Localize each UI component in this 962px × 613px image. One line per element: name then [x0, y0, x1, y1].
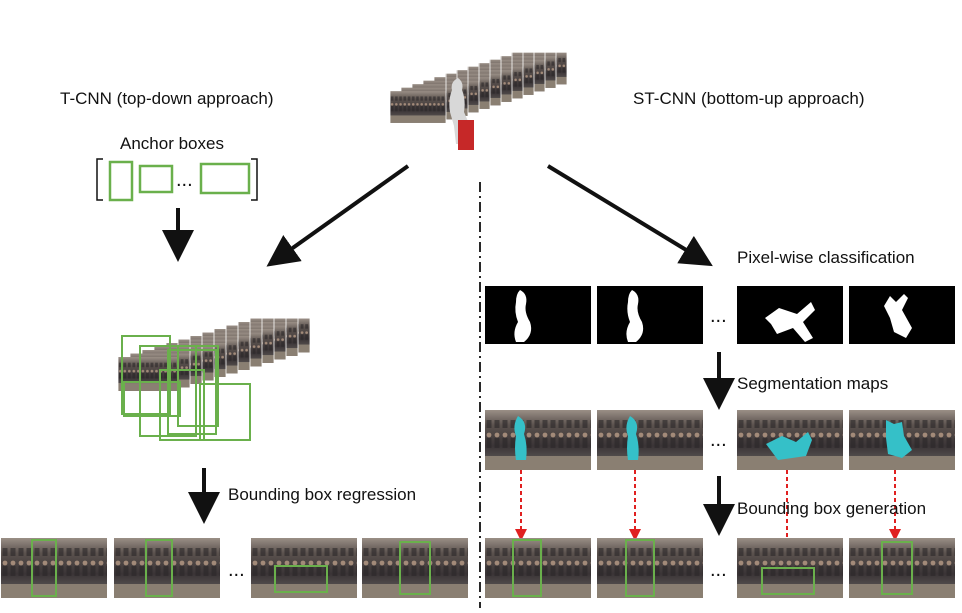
anchor-label: Anchor boxes [120, 134, 224, 153]
pixel-label: Pixel-wise classification [737, 248, 915, 267]
mask-4 [849, 286, 955, 344]
input-clip-stack [389, 13, 568, 163]
mask-2 [597, 286, 703, 344]
mask-row [485, 286, 955, 344]
anchor-boxes [96, 158, 258, 202]
bbreg-label: Bounding box regression [228, 485, 417, 504]
tcnn-title: T-CNN (top-down approach) [60, 89, 274, 108]
stcnn-output-row [485, 538, 955, 598]
tcnn-clip-stack [117, 265, 311, 445]
arrow-to-tcnn [266, 164, 410, 267]
bbgen-label: Bounding box generation [737, 499, 927, 518]
ellipsis-anchor: ... [176, 169, 193, 191]
segmentation-row [485, 410, 955, 470]
mask-3 [737, 286, 843, 344]
ellipsis-bottom-left: ... [228, 559, 245, 581]
stcnn-title: ST-CNN (bottom-up approach) [633, 89, 865, 108]
arrow-to-stcnn [546, 164, 713, 267]
tcnn-output-row [1, 538, 468, 598]
ellipsis-bottom-right: ... [710, 559, 727, 581]
anchor-box-small [138, 164, 174, 194]
ellipsis-seg: ... [710, 429, 727, 451]
mask-1 [485, 286, 591, 344]
ellipsis-masks: ... [710, 305, 727, 327]
anchor-box-tall [108, 160, 134, 202]
anchor-box-wide [199, 162, 251, 195]
seg-label: Segmentation maps [737, 374, 889, 393]
video-frame [390, 91, 446, 123]
